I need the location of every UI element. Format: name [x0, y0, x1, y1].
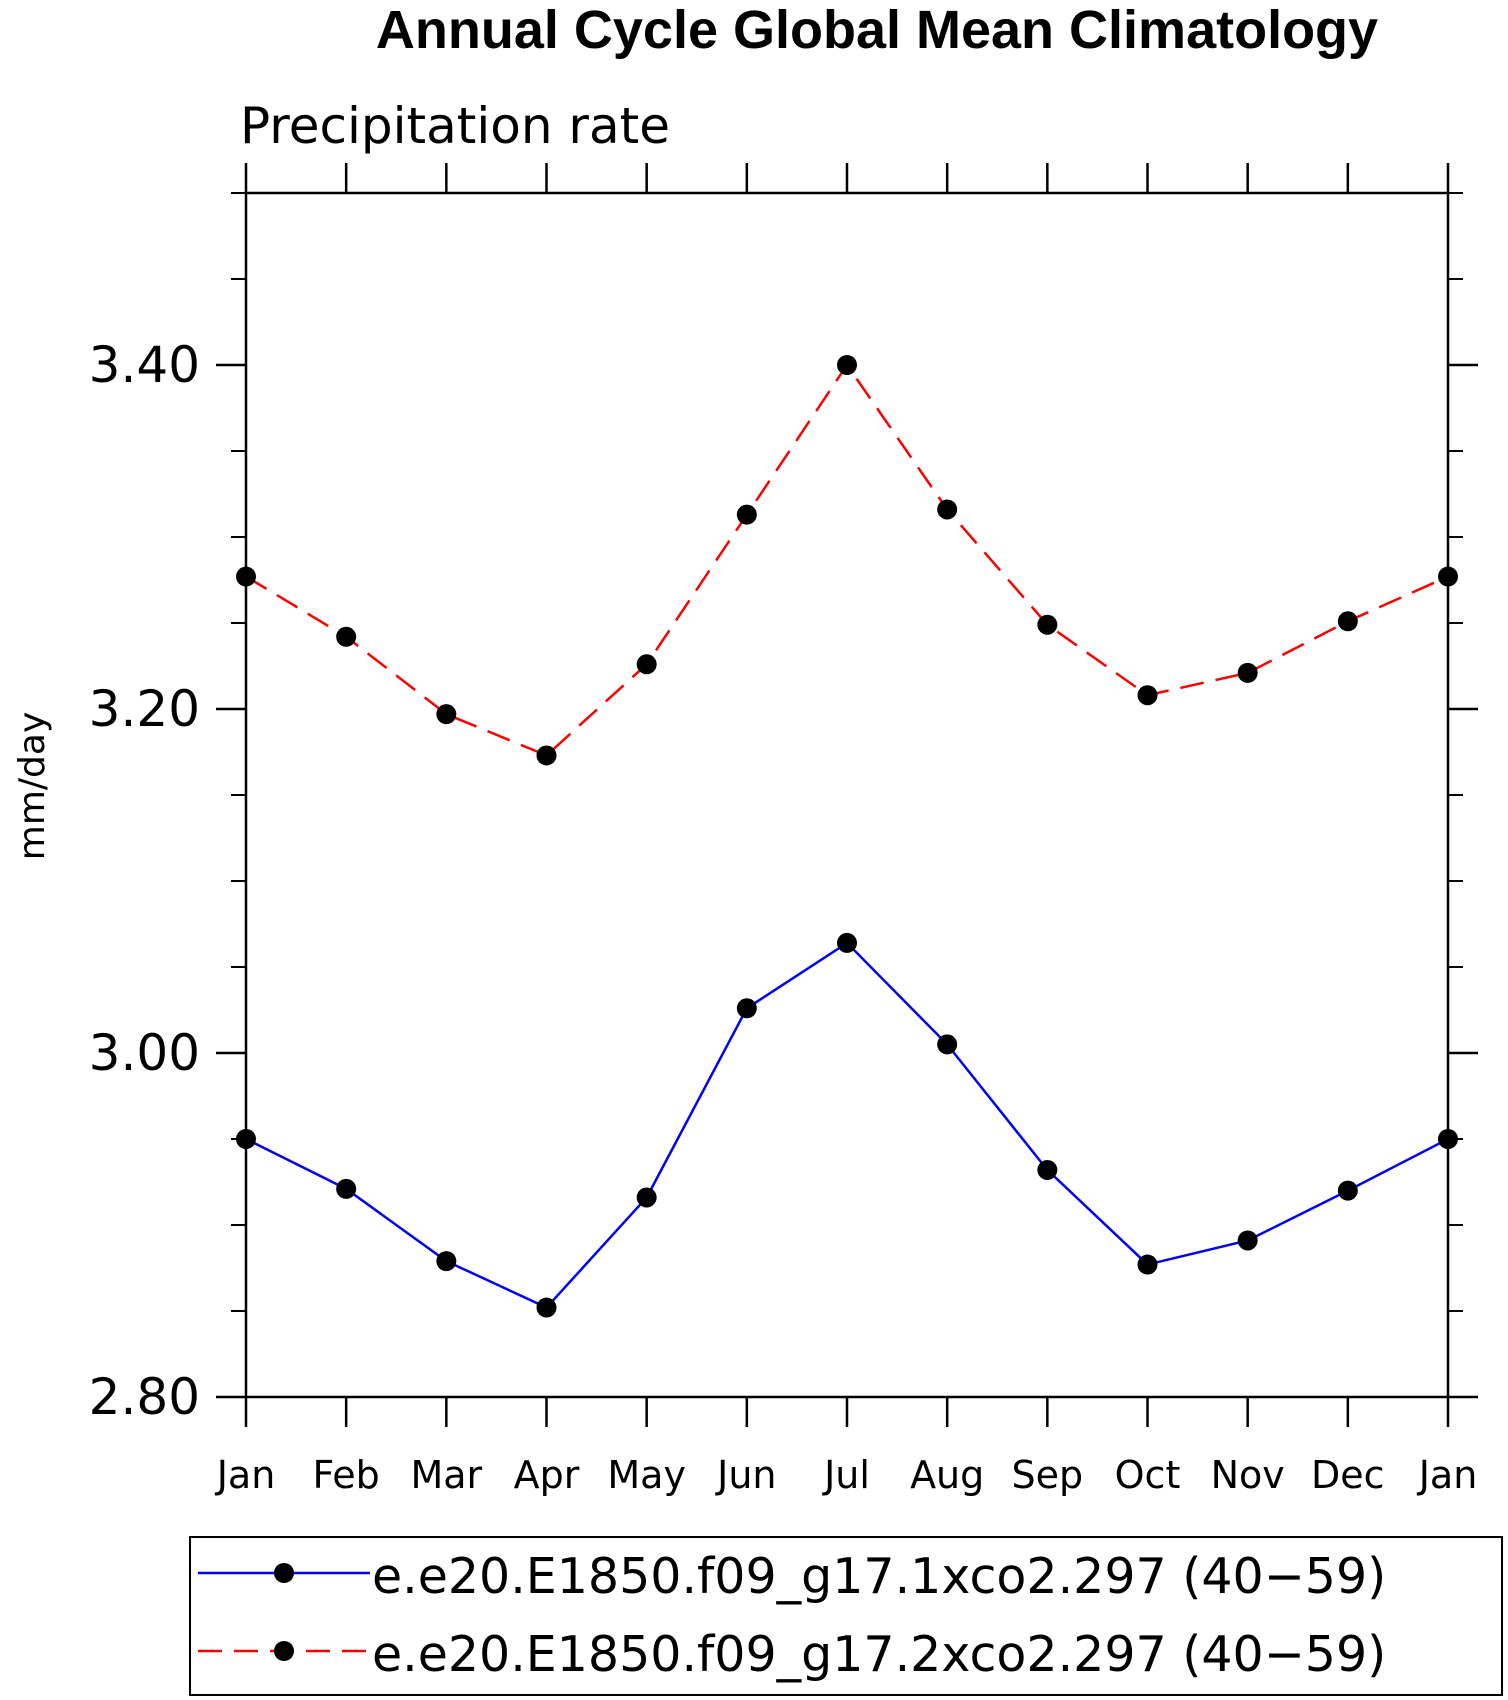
x-tick-label: Nov — [1211, 1453, 1285, 1497]
data-point — [1237, 1230, 1258, 1251]
data-point — [1438, 566, 1458, 587]
x-tick-label: Jun — [715, 1453, 776, 1497]
legend-label-1: e.e20.E1850.f09_g17.1xco2.297 (40−59) — [372, 1548, 1386, 1605]
y-tick-label: 3.40 — [89, 336, 200, 394]
data-point — [1137, 1254, 1158, 1275]
x-tick-label: Dec — [1311, 1453, 1385, 1497]
data-point — [536, 1297, 557, 1318]
data-point — [336, 1178, 357, 1199]
y-tick-label: 3.00 — [89, 1024, 200, 1082]
data-point — [837, 355, 857, 375]
x-tick-label: Apr — [514, 1453, 580, 1497]
y-tick-label: 3.20 — [89, 680, 200, 738]
data-point — [937, 1034, 958, 1055]
data-point — [837, 932, 857, 953]
y-axis-label: mm/day — [12, 712, 53, 860]
data-point — [436, 704, 457, 725]
data-point — [736, 504, 757, 525]
legend-box — [189, 1536, 1503, 1696]
data-point — [336, 626, 357, 647]
series-line-2 — [245, 362, 1449, 757]
x-tick-label: Feb — [313, 1453, 380, 1497]
title-layer: Annual Cycle Global Mean Climatology Pre… — [12, 0, 1378, 860]
data-point — [1438, 1129, 1458, 1149]
chart-title: Annual Cycle Global Mean Climatology — [376, 0, 1378, 60]
chart-subtitle: Precipitation rate — [240, 97, 670, 155]
legend-marker-2 — [274, 1641, 294, 1661]
series-line-1 — [245, 941, 1449, 1310]
data-point — [236, 566, 256, 587]
x-tick-label: Sep — [1012, 1453, 1084, 1497]
data-point — [1037, 614, 1058, 635]
x-tick-label: Jul — [822, 1453, 870, 1497]
data-point — [1037, 1159, 1058, 1180]
data-point — [1337, 1180, 1358, 1201]
data-point — [1237, 662, 1258, 683]
x-tick-label: Oct — [1115, 1453, 1181, 1497]
legend: e.e20.E1850.f09_g17.1xco2.297 (40−59) e.e… — [189, 1536, 1503, 1696]
data-point — [636, 654, 657, 675]
data-point — [436, 1251, 457, 1272]
data-point — [937, 499, 958, 520]
series-layer — [236, 355, 1458, 1318]
data-point — [1337, 611, 1358, 632]
x-tick-label: Aug — [910, 1453, 984, 1497]
ticks-layer: Jan Feb Mar Apr May Jun Jul Aug Sep Oct Nov Dec Jan 2… — [89, 163, 1478, 1497]
x-tick-label: Jan — [1417, 1453, 1478, 1497]
data-point — [1137, 685, 1158, 706]
data-point — [236, 1129, 256, 1149]
data-point — [636, 1187, 657, 1208]
legend-label-2: e.e20.E1850.f09_g17.2xco2.297 (40−59) — [372, 1626, 1386, 1683]
data-point — [736, 998, 757, 1019]
data-point — [536, 745, 557, 766]
legend-marker-1 — [274, 1563, 294, 1583]
x-tick-label: Jan — [215, 1453, 276, 1497]
y-tick-label: 2.80 — [89, 1368, 200, 1426]
x-tick-label: Mar — [410, 1453, 482, 1497]
x-tick-label: May — [607, 1453, 686, 1497]
